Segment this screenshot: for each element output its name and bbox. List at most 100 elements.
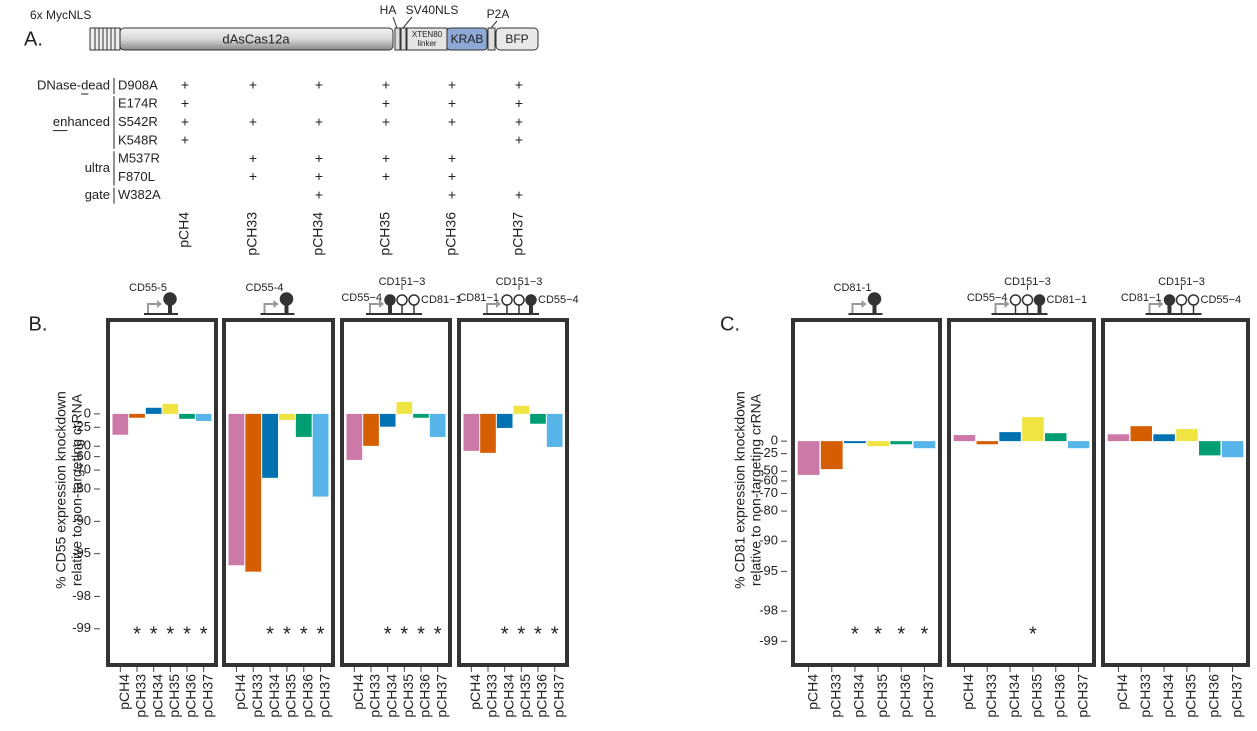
plus-mark: +: [515, 95, 523, 111]
y-tick-label: -99: [759, 633, 778, 648]
significance-star: *: [183, 623, 191, 645]
group-label: DNase-dead: [37, 77, 110, 92]
bar: [913, 441, 936, 449]
significance-star: *: [133, 623, 141, 645]
x-tick-label: pCH37: [433, 674, 449, 718]
bar: [245, 413, 262, 572]
plus-mark: +: [448, 168, 456, 184]
guide-label: CD81−1: [1121, 292, 1162, 304]
hairpin-loop: [279, 292, 294, 306]
facet-panel: [947, 318, 1096, 667]
y-tick-label: -95: [72, 545, 91, 560]
x-tick-label: pCH33: [827, 674, 843, 718]
x-tick-label: pCH4: [116, 674, 132, 710]
bfp-box: [495, 27, 539, 51]
cas-box: [119, 27, 394, 51]
y-tick-label: -90: [759, 533, 778, 548]
significance-star: *: [200, 623, 208, 645]
x-tick-label: pCH36: [897, 674, 913, 718]
guide-label: CD55−4: [967, 292, 1008, 304]
plus-mark: +: [181, 132, 189, 148]
x-tick-label: pCH36: [299, 674, 315, 718]
hairpin-loop: [501, 294, 513, 306]
x-tick-label: pCH33: [133, 674, 149, 718]
plus-mark: +: [181, 113, 189, 129]
x-tick-label: pCH37: [316, 674, 332, 718]
x-tick-label: pCH34: [500, 674, 516, 718]
bar: [463, 413, 480, 451]
y-tick-label: -60: [72, 448, 91, 463]
guide-label: CD81−1: [1047, 294, 1088, 306]
bar: [129, 413, 145, 418]
mutation-label: D908A: [118, 77, 158, 92]
significance-star: *: [150, 623, 158, 645]
bar: [999, 432, 1021, 442]
x-tick-label: pCH4: [350, 674, 366, 710]
x-tick-label: pCH35: [166, 674, 182, 718]
promoter-arrowhead: [496, 300, 501, 308]
mutation-label: W382A: [118, 187, 161, 202]
bar: [1022, 417, 1044, 442]
significance-star: *: [283, 623, 291, 645]
p2a-box: [487, 27, 496, 51]
bar: [112, 413, 129, 435]
plus-mark: +: [315, 150, 323, 166]
guide-label: CD151−3: [496, 276, 543, 288]
hairpin-loop: [384, 294, 396, 306]
bar: [480, 413, 496, 453]
x-tick-label: pCH36: [1051, 674, 1067, 718]
x-tick-label: pCH36: [534, 674, 550, 718]
group-label: ultra: [85, 160, 111, 175]
column-label: pCH34: [310, 212, 326, 256]
group-label: enhanced: [53, 114, 110, 129]
bar: [295, 413, 312, 437]
bar: [890, 441, 913, 445]
krab-box: [446, 27, 488, 51]
x-tick-label: pCH35: [1183, 674, 1199, 718]
y-tick-label: -98: [759, 603, 778, 618]
hairpin-loop: [1163, 294, 1176, 306]
group-label: gate: [85, 187, 110, 202]
y-axis-title: % CD81 expression knockdown: [732, 391, 748, 589]
hairpin-loop: [1009, 294, 1022, 306]
x-tick-label: pCH33: [367, 674, 383, 718]
plus-mark: +: [249, 113, 257, 129]
bar: [262, 413, 278, 478]
x-tick-label: pCH33: [484, 674, 500, 718]
x-tick-label: pCH34: [149, 674, 165, 718]
bar: [496, 413, 513, 428]
ha-box: [394, 27, 401, 51]
plus-mark: +: [448, 113, 456, 129]
hairpin-loop: [1021, 294, 1034, 306]
x-tick-label: pCH35: [400, 674, 416, 718]
bar: [953, 435, 976, 442]
sv40-box: [400, 27, 407, 51]
bar: [379, 413, 396, 427]
bar: [429, 413, 446, 437]
significance-star: *: [400, 623, 408, 645]
significance-star: *: [434, 623, 442, 645]
bar: [279, 413, 295, 420]
x-tick-label: pCH34: [1006, 674, 1022, 718]
significance-star: *: [501, 623, 509, 645]
guide-label: CD81-1: [834, 282, 872, 294]
bar: [1107, 434, 1130, 442]
bar: [530, 413, 546, 424]
significance-star: *: [317, 623, 325, 645]
significance-star: *: [384, 623, 392, 645]
guide-label: CD151−3: [1158, 276, 1205, 288]
significance-star: *: [300, 623, 308, 645]
column-label: pCH33: [244, 212, 260, 256]
y-tick-label: -25: [759, 445, 778, 460]
significance-star: *: [851, 623, 859, 645]
construct-label: linker: [417, 39, 436, 48]
plus-mark: +: [315, 113, 323, 129]
x-tick-label: pCH33: [249, 674, 265, 718]
construct-label: XTEN80: [412, 30, 443, 39]
bar: [162, 403, 179, 414]
plus-mark: +: [249, 150, 257, 166]
plus-mark: +: [515, 132, 523, 148]
plus-mark: +: [448, 150, 456, 166]
bar: [867, 441, 889, 447]
guide-label: CD151−3: [379, 276, 426, 288]
